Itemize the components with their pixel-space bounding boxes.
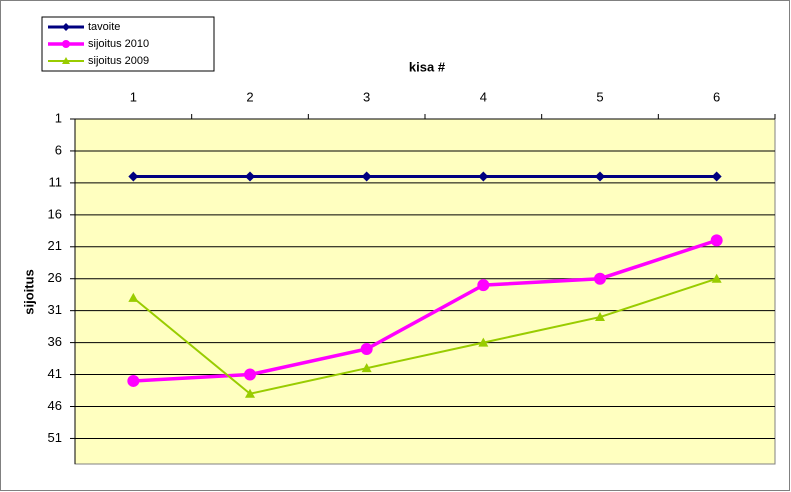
marker	[595, 171, 605, 182]
x-tick-label: 1	[130, 89, 137, 104]
y-tick-label: 46	[48, 398, 62, 413]
marker-icon	[62, 40, 70, 48]
y-axis-title: sijoitus	[21, 269, 36, 315]
y-tick-label: 16	[48, 206, 62, 221]
marker	[128, 292, 139, 302]
legend-label: sijoitus 2009	[88, 55, 149, 67]
y-tick-label: 31	[48, 302, 62, 317]
y-tick-label: 41	[48, 366, 62, 381]
marker	[477, 279, 490, 292]
marker	[127, 374, 140, 387]
legend-marker	[62, 23, 70, 31]
legend-label: tavoite	[88, 21, 120, 33]
marker	[361, 171, 372, 182]
marker	[711, 273, 722, 283]
y-tick-label: 26	[48, 270, 62, 285]
y-tick-label: 36	[48, 334, 62, 349]
y-tick-label: 6	[55, 142, 62, 157]
marker-icon	[62, 23, 70, 31]
marker	[245, 171, 255, 182]
series-line	[133, 238, 718, 383]
x-tick-label: 5	[596, 89, 603, 104]
y-tick-label: 51	[48, 430, 62, 445]
marker	[478, 171, 489, 182]
marker	[360, 343, 373, 355]
marker	[128, 171, 139, 182]
marker	[478, 337, 489, 347]
x-tick-label: 6	[713, 89, 720, 104]
legend-marker	[62, 57, 70, 64]
plot-area	[74, 118, 776, 465]
legend-label: sijoitus 2010	[88, 38, 149, 50]
marker	[594, 272, 606, 285]
marker	[245, 388, 255, 398]
x-tick-label: 4	[480, 89, 487, 104]
legend-marker	[62, 40, 70, 48]
marker	[244, 368, 256, 381]
x-tick-label: 3	[363, 89, 370, 104]
x-axis-title: kisa #	[409, 59, 446, 74]
marker-icon	[62, 57, 70, 64]
y-tick-label: 11	[49, 174, 63, 189]
y-tick-label: 21	[48, 238, 62, 253]
marker	[595, 312, 605, 322]
x-tick-label: 2	[246, 89, 253, 104]
marker	[711, 171, 722, 182]
series-line	[132, 277, 717, 395]
marker	[361, 363, 372, 373]
legend: tavoite sijoitus 2010 sijoitus 2009	[41, 16, 215, 72]
marker	[710, 234, 723, 247]
y-tick-label: 1	[55, 110, 62, 125]
